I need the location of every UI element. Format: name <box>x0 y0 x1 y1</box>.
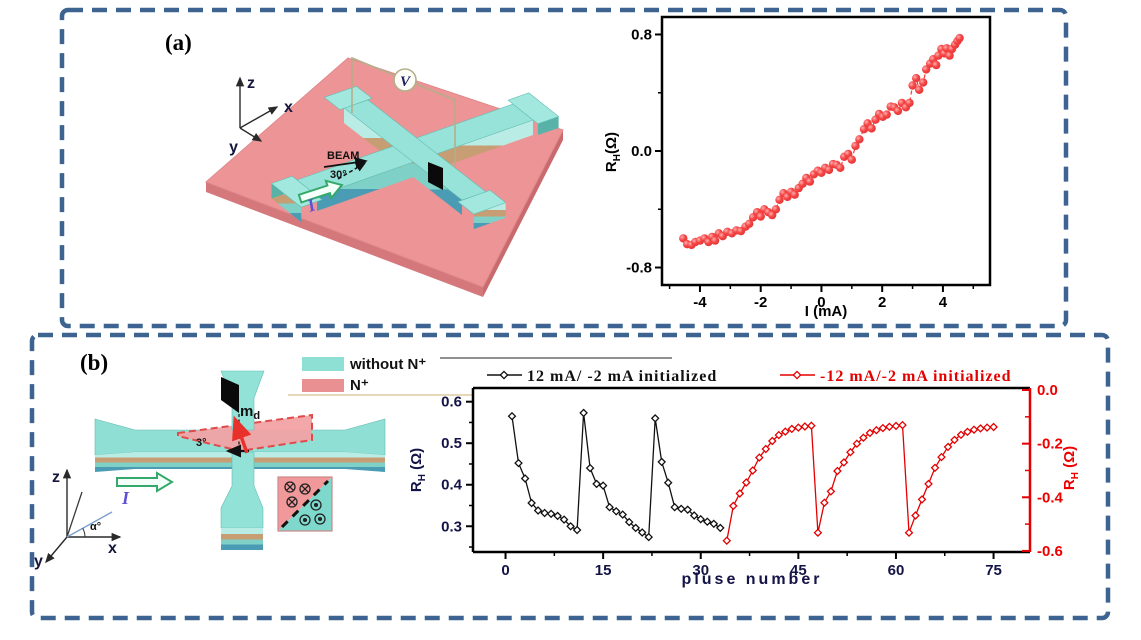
legend-label-n: N⁺ <box>350 377 369 394</box>
axis-y-label-b: y <box>34 553 43 570</box>
device-pad-top <box>457 189 507 215</box>
chart-b-x-tick-label: 45 <box>790 562 807 579</box>
tilt-angle-label: 3° <box>196 437 207 449</box>
axis-x-label-b: x <box>108 540 117 557</box>
beam-arrow <box>323 157 368 168</box>
chart-b-x-axis-label: pluse number <box>682 571 823 588</box>
out-of-page-icon <box>299 499 326 526</box>
legend-label-without-n: without N⁺ <box>349 356 426 373</box>
chart-b-series-red <box>722 420 998 546</box>
legend-swatch-n <box>302 379 344 392</box>
axes-b: z x y α° <box>34 468 122 570</box>
substrate-front-edge <box>206 182 483 297</box>
chart-a-x-tick-label: -4 <box>693 294 707 311</box>
chart-b-left-tick-label: 0.4 <box>441 477 463 494</box>
chart-b-right-tick-label: -0.2 <box>1037 436 1063 453</box>
chart-b-right-tick-label: -0.4 <box>1037 489 1064 506</box>
beam-dashed-arrow <box>337 162 367 180</box>
chart-b-x-tick-label: 0 <box>501 562 509 579</box>
chart-a-x-tick-label: 4 <box>939 294 948 311</box>
chart-a-y-axis-label: RH(Ω) <box>603 132 623 172</box>
legend-diamond-red <box>792 370 802 380</box>
panel-b-label: (b) <box>80 350 108 375</box>
contact-mark-b <box>221 377 239 413</box>
contact-mark <box>428 162 443 190</box>
axis-x-label: x <box>284 99 293 116</box>
device-pad-end <box>537 116 559 135</box>
chart-b-series-black <box>507 408 725 542</box>
chart-a-data-points <box>679 33 964 250</box>
magnetization-inset <box>277 476 333 532</box>
chart-a-plot-area: -4 -2 0 2 4 0.8 0.0 -0.8 <box>626 15 992 311</box>
chart-a-series-line <box>682 37 961 246</box>
chart-b-x-tick-label: 30 <box>692 562 709 579</box>
voltmeter-icon <box>393 68 417 92</box>
chart-b-left-tick-label: 0.3 <box>441 518 462 535</box>
chart-b-plot-area: 0 15 30 45 60 75 0.6 0.5 0.4 0.3 0.0 -0.2 -0.4 -0.6 <box>441 382 1063 579</box>
chart-a-x-tick-label: -2 <box>754 294 767 311</box>
device-pad-top <box>323 85 373 111</box>
chart-a-x-tick-label: 2 <box>878 294 886 311</box>
substrate-right-edge <box>483 130 563 297</box>
chart-b-left-tick-label: 0.5 <box>441 435 462 452</box>
beam-label: BEAM <box>327 150 359 162</box>
moment-label: md <box>240 403 260 422</box>
chart-a-y-tick-label: 0.8 <box>631 26 652 43</box>
chart-b-right-tick-label: 0.0 <box>1037 382 1058 399</box>
chart-a-x-tick-label: 0 <box>817 294 825 311</box>
chart-b-legend: 12 mA/ -2 mA initialized -12 mA/-2 mA in… <box>487 368 1012 385</box>
chart-b-left-axis-label: RH (Ω) <box>408 448 428 492</box>
chart-b-right-tick-label: -0.6 <box>1037 543 1063 560</box>
panel-b-schematic: (b) without N⁺ N⁺ md 3° z <box>34 350 473 570</box>
current-label-b: I <box>121 488 130 508</box>
axis-y-label: y <box>229 139 238 156</box>
chart-b-x-tick-label: 15 <box>595 562 612 579</box>
chart-b-right-axis-label: RH (Ω) <box>1061 446 1081 490</box>
legend-entry-black: 12 mA/ -2 mA initialized <box>527 368 717 385</box>
axis-z-label-b: z <box>52 469 60 486</box>
chart-a-y-tick-label: 0.0 <box>631 143 652 160</box>
beam-angle-label: 30° <box>330 169 347 181</box>
moment-vector-arrow <box>232 415 252 454</box>
panel-a-border <box>59 7 1069 329</box>
inset-domain-wall <box>280 479 330 529</box>
legend-diamond-black <box>499 370 509 380</box>
axes-a: z x y <box>229 75 293 156</box>
panel-a-label: (a) <box>165 30 192 55</box>
voltmeter-label: V <box>400 74 412 90</box>
legend-entry-red: -12 mA/-2 mA initialized <box>820 368 1012 385</box>
into-page-icon <box>284 481 311 508</box>
device-pad-layers <box>473 202 506 230</box>
device-pad-top <box>507 92 560 125</box>
chart-a-y-tick-label: -0.8 <box>626 260 652 277</box>
alpha-angle-label: α° <box>90 521 101 533</box>
chart-b-x-tick-label: 60 <box>888 562 905 579</box>
chart-b-left-tick-label: 0.6 <box>441 394 462 411</box>
device-b-bottom-arm-layers <box>221 528 263 550</box>
current-arrow-a <box>297 179 344 204</box>
current-arrow-b <box>116 471 174 493</box>
panel-b-border <box>29 332 1111 621</box>
legend-swatch-without-n <box>302 357 344 371</box>
axis-z-label: z <box>247 75 255 92</box>
panel-a-schematic: (a) V z x y BEAM <box>165 30 564 297</box>
chart-b-x-tick-label: 75 <box>985 562 1002 579</box>
chart-a-x-axis-label: I (mA) <box>805 303 848 320</box>
